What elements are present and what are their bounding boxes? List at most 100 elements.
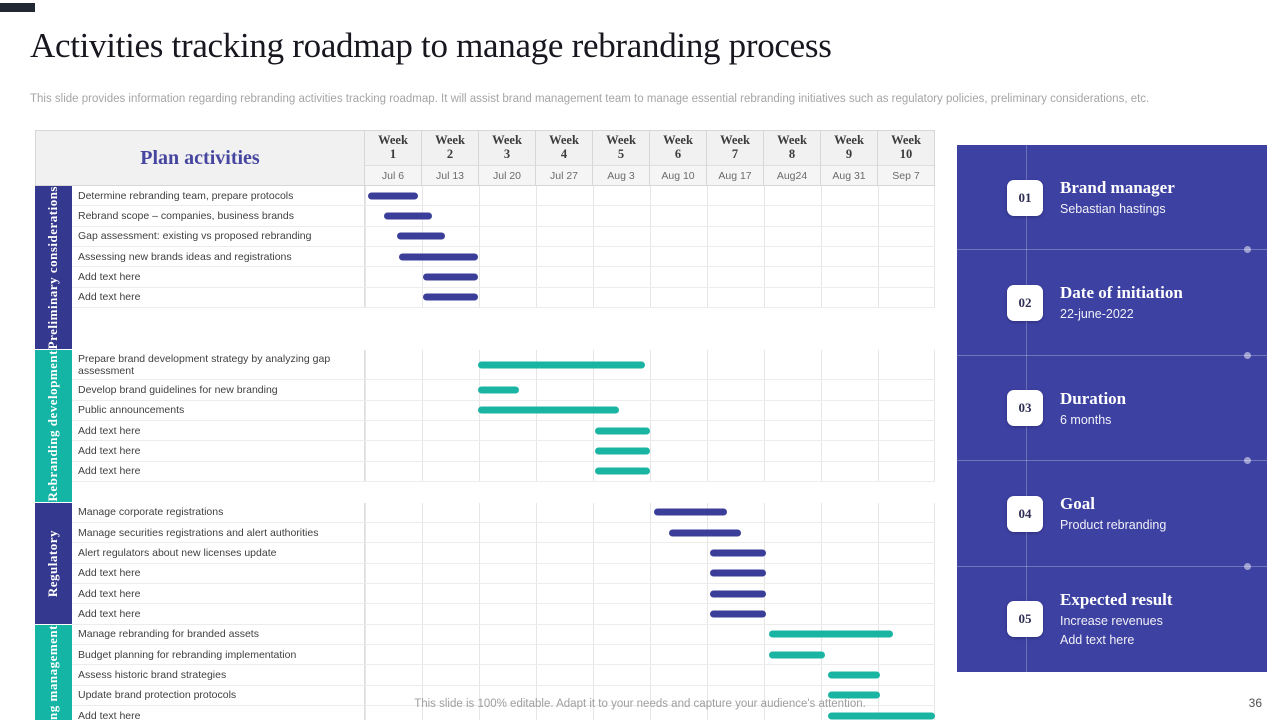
table-row: Add text here [72,287,935,308]
week-label: Week 9 [821,131,877,167]
table-row: Update brand protection protocols [72,685,935,707]
gantt-bar [477,386,519,394]
table-row: Add text here [72,584,935,605]
task-timeline [365,380,935,400]
gantt-body: Preliminary considerations Determine rebr… [35,186,935,720]
gantt-bar [423,293,478,301]
gantt-bar [709,590,766,598]
gantt-bar [595,447,650,455]
task-timeline [365,206,935,226]
task-name: Alert regulators about new licenses upda… [72,543,365,563]
task-name: Add text here [72,421,365,441]
task-name: Add text here [72,441,365,461]
table-row: Add text here [72,441,935,462]
week-start-date: Jul 6 [365,166,421,185]
sidebar-divider [957,457,1267,465]
info-sidebar: 01 Brand manager Sebastian hastings 02 Date … [957,145,1267,672]
task-timeline [365,186,935,206]
task-group: Rebranding management Manage rebranding f… [35,624,935,720]
page-title: Activities tracking roadmap to manage re… [30,26,832,65]
footer-note: This slide is 100% editable. Adapt it to… [414,698,866,710]
sidebar-divider-dot [1244,351,1251,359]
table-row: Assessing new brands ideas and registrat… [72,246,935,268]
task-timeline [365,350,935,380]
sidebar-item-subtitle: Sebastian hastings [1060,202,1166,217]
sidebar-divider [957,246,1267,254]
week-start-date: Aug 10 [650,166,706,185]
task-group: Regulatory Manage corporate registrations… [35,502,935,625]
sidebar-item-subtitle: 22-june-2022 [1060,307,1134,322]
task-group-label: Regulatory [35,502,72,625]
task-timeline [365,563,935,584]
task-timeline [365,441,935,461]
table-row: Budget planning for rebranding implement… [72,645,935,666]
sidebar-item-title: Goal [1060,494,1095,514]
sidebar-item-title: Brand manager [1060,178,1175,198]
sidebar-item: 01 Brand manager Sebastian hastings [957,145,1267,254]
table-row: Manage securities registrations and aler… [72,523,935,544]
table-row: Add text here [72,421,935,442]
week-label: Week 7 [707,131,763,167]
table-row: Manage corporate registrations [72,502,935,524]
task-timeline [365,226,935,246]
task-group: Rebranding development Prepare brand deve… [35,350,935,503]
task-timeline [365,604,935,624]
gantt-bar [769,630,893,638]
task-timeline [365,543,935,563]
task-timeline [365,502,935,523]
table-row: Assess historic brand strategies [72,665,935,686]
page-subtitle: This slide provides information regardin… [30,93,1150,105]
week-start-date: Sep 7 [878,166,934,185]
sidebar-divider-dot [1244,246,1251,254]
sidebar-item-number: 03 [1007,390,1043,427]
week-column-header: Week 7 Aug 17 [707,130,764,186]
week-column-header: Week 8 Aug24 [764,130,821,186]
task-name: Develop brand guidelines for new brandin… [72,380,365,400]
sidebar-divider-dot [1244,562,1251,570]
task-group-label-text: Regulatory [45,529,61,597]
table-row: Add text here [72,706,935,720]
gantt-table: Plan activities Week 1 Jul 6 Week 2 Jul 13 W… [35,130,935,720]
gantt-bar [653,508,727,516]
task-group: Preliminary considerations Determine rebr… [35,186,935,351]
task-name: Prepare brand development strategy by an… [72,350,365,380]
sidebar-item-text: Expected result Increase revenues Add text… [1060,590,1173,649]
week-column-header: Week 10 Sep 7 [878,130,935,186]
task-timeline [365,685,935,706]
task-timeline [365,706,935,720]
table-row: Determine rebranding team, prepare proto… [72,186,935,207]
sidebar-item: 02 Date of initiation 22-june-2022 [957,250,1267,359]
week-label: Week 10 [878,131,934,167]
sidebar-item-number: 04 [1007,495,1043,532]
week-label: Week 2 [422,131,478,167]
week-start-date: Aug 17 [707,166,763,185]
task-timeline [365,624,935,645]
sidebar-item-subtitle: Product rebranding [1060,518,1167,533]
gantt-bar [477,406,620,414]
sidebar-item-title: Duration [1060,388,1127,408]
task-name: Rebrand scope – companies, business bran… [72,206,365,226]
gantt-bar [709,549,766,557]
table-row: Add text here [72,563,935,585]
task-name: Add text here [72,461,365,481]
sidebar-item-text: Date of initiation 22-june-2022 [1060,283,1183,322]
gantt-bar [423,273,478,281]
table-row: Add text here [72,267,935,288]
task-name: Add text here [72,267,365,287]
task-rows: Prepare brand development strategy by an… [72,350,935,502]
task-name: Manage corporate registrations [72,502,365,523]
task-name: Manage rebranding for branded assets [72,624,365,645]
sidebar-item: 03 Duration 6 months [957,356,1267,465]
gantt-bar [396,232,445,240]
sidebar-item-title: Date of initiation [1060,283,1183,303]
gantt-bar [827,691,881,699]
sidebar-item: 04 Goal Product rebranding [957,461,1267,570]
table-row: Public announcements [72,400,935,421]
task-name: Update brand protection protocols [72,685,365,706]
task-rows: Manage rebranding for branded assets Budg… [72,624,935,720]
week-column-header: Week 6 Aug 10 [650,130,707,186]
table-row: Prepare brand development strategy by an… [72,350,935,381]
week-columns-header: Week 1 Jul 6 Week 2 Jul 13 Week 3 Jul 20 Week … [365,130,935,186]
gantt-header: Plan activities Week 1 Jul 6 Week 2 Jul 13 W… [35,130,935,186]
